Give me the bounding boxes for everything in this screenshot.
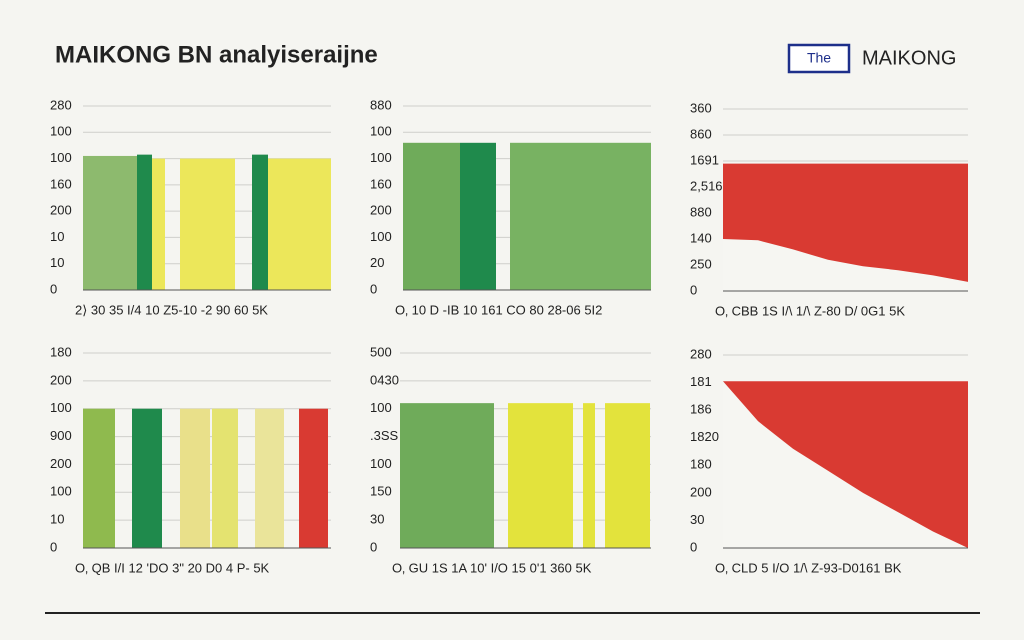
bar bbox=[400, 403, 494, 548]
y-tick-label: 100 bbox=[370, 124, 392, 139]
y-tick-label: 0 bbox=[370, 281, 377, 296]
y-tick-label: 200 bbox=[370, 203, 392, 218]
bar bbox=[132, 408, 162, 548]
y-tick-label: 0 bbox=[690, 282, 697, 297]
bar bbox=[83, 408, 115, 548]
bar bbox=[268, 158, 331, 290]
bar bbox=[508, 403, 573, 548]
y-tick-label: 181 bbox=[690, 374, 712, 389]
y-tick-label: 180 bbox=[690, 457, 712, 472]
y-tick-label: 860 bbox=[690, 126, 712, 141]
x-axis-labels: O‚ QB I/I 12 'DO 3" 20 D0 4 P- 5K bbox=[75, 560, 270, 575]
page-title: MAIKONG BN analyiseraijne bbox=[55, 41, 378, 68]
bar bbox=[252, 154, 268, 290]
bar bbox=[583, 403, 595, 548]
brand: MAIKONG bbox=[862, 47, 956, 69]
y-tick-label: 900 bbox=[50, 428, 72, 443]
y-tick-label: 200 bbox=[50, 203, 72, 218]
y-tick-label: 0 bbox=[690, 539, 697, 554]
y-tick-label: 0 bbox=[50, 281, 57, 296]
area bbox=[723, 239, 968, 291]
y-tick-label: 280 bbox=[690, 346, 712, 361]
y-tick-label: 250 bbox=[690, 256, 712, 271]
y-tick-label: 10 bbox=[50, 512, 64, 527]
x-axis-labels: O‚ CBB 1S I/\ 1/\ Z-80 D/ 0G1 5K bbox=[715, 303, 905, 318]
y-tick-label: 100 bbox=[370, 456, 392, 471]
y-tick-label: 10 bbox=[50, 229, 64, 244]
y-tick-label: 140 bbox=[690, 230, 712, 245]
y-tick-label: 880 bbox=[370, 97, 392, 112]
bar bbox=[510, 142, 651, 290]
y-tick-label: 0430 bbox=[370, 372, 399, 387]
x-axis-labels: O‚ 10 D -IB 10 161 CO 80 28-06 5I2 bbox=[395, 302, 602, 317]
bar bbox=[83, 155, 137, 290]
y-tick-label: 100 bbox=[50, 484, 72, 499]
y-tick-label: 186 bbox=[690, 402, 712, 417]
bar bbox=[299, 408, 328, 548]
bar bbox=[605, 403, 650, 548]
x-axis-labels: O‚ CLD 5 I/O 1/\ Z-93-D0161 BK bbox=[715, 560, 902, 575]
y-tick-label: 180 bbox=[50, 344, 72, 359]
y-tick-label: 280 bbox=[50, 97, 72, 112]
y-tick-label: 160 bbox=[370, 176, 392, 191]
y-tick-label: 200 bbox=[50, 456, 72, 471]
bar bbox=[137, 154, 152, 290]
y-tick-label: 360 bbox=[690, 100, 712, 115]
y-tick-label: 0 bbox=[370, 539, 377, 554]
y-tick-label: 100 bbox=[50, 150, 72, 165]
y-tick-label: 10 bbox=[50, 255, 64, 270]
y-tick-label: 20 bbox=[370, 255, 384, 270]
y-tick-label: 880 bbox=[690, 204, 712, 219]
x-axis-labels: O‚ GU 1S 1A 10' I/O 15 0'1 360 5K bbox=[392, 560, 592, 575]
bar bbox=[460, 142, 496, 290]
y-tick-label: 100 bbox=[370, 229, 392, 244]
y-tick-label: 200 bbox=[690, 484, 712, 499]
y-tick-label: 100 bbox=[370, 150, 392, 165]
bar bbox=[180, 408, 210, 548]
area bbox=[723, 381, 968, 548]
bar bbox=[180, 158, 235, 290]
logo-text: The bbox=[807, 50, 831, 66]
logo-box bbox=[787, 43, 851, 74]
x-axis-labels: 2⟩ 30 35 I/4 10 Z5-10 -2 90 60 5K bbox=[75, 302, 268, 317]
bar bbox=[212, 408, 238, 548]
bar bbox=[255, 408, 284, 548]
y-tick-label: 1820 bbox=[690, 429, 719, 444]
bar bbox=[403, 142, 460, 290]
y-tick-label: 100 bbox=[50, 124, 72, 139]
y-tick-label: .3SS bbox=[370, 428, 399, 443]
y-tick-label: 500 bbox=[370, 344, 392, 359]
y-tick-label: 100 bbox=[50, 400, 72, 415]
y-tick-label: 100 bbox=[370, 400, 392, 415]
y-tick-label: 1691 bbox=[690, 152, 719, 167]
y-tick-label: 2,516 bbox=[690, 178, 723, 193]
y-tick-label: 160 bbox=[50, 176, 72, 191]
bar bbox=[152, 158, 165, 290]
y-tick-label: 200 bbox=[50, 372, 72, 387]
y-tick-label: 150 bbox=[370, 484, 392, 499]
y-tick-label: 30 bbox=[370, 512, 384, 527]
y-tick-label: 30 bbox=[690, 512, 704, 527]
y-tick-label: 0 bbox=[50, 539, 57, 554]
